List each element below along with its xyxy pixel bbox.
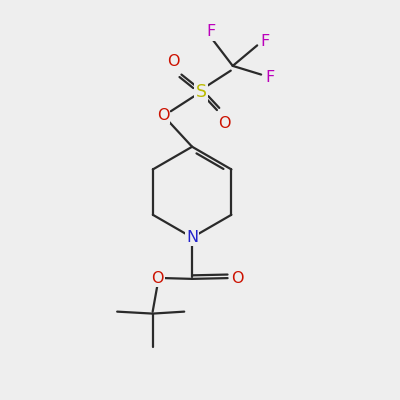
Text: F: F (260, 34, 270, 49)
Text: S: S (196, 82, 207, 100)
Text: F: F (206, 24, 215, 40)
Text: O: O (157, 108, 169, 123)
Text: O: O (167, 54, 180, 69)
Text: O: O (231, 270, 244, 286)
Text: F: F (265, 70, 274, 85)
Text: O: O (219, 116, 231, 131)
Text: O: O (151, 270, 164, 286)
Text: N: N (186, 230, 198, 245)
